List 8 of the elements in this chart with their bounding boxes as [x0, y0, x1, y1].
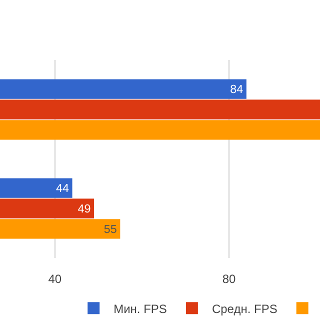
x-tick-label: 40: [48, 272, 62, 286]
x-tick-label: 80: [222, 272, 236, 286]
data-label: 84: [230, 82, 244, 96]
legend-label: Мин. FPS: [114, 302, 167, 316]
data-label: 44: [56, 182, 70, 195]
data-label: 55: [104, 222, 118, 236]
data-label: 49: [78, 202, 91, 216]
legend-label: Средн. FPS: [212, 302, 278, 316]
